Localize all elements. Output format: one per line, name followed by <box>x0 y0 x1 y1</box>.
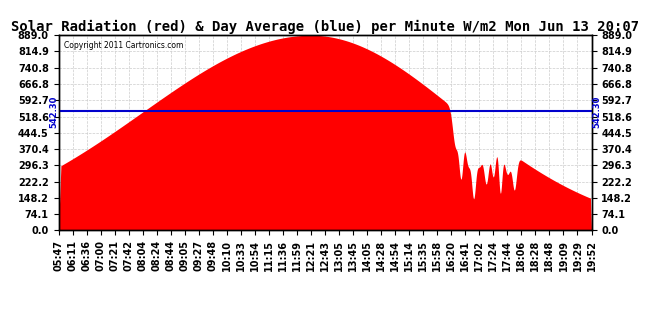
Title: Solar Radiation (red) & Day Average (blue) per Minute W/m2 Mon Jun 13 20:07: Solar Radiation (red) & Day Average (blu… <box>11 20 639 34</box>
Text: Copyright 2011 Cartronics.com: Copyright 2011 Cartronics.com <box>64 41 183 50</box>
Text: 542.30: 542.30 <box>592 95 601 127</box>
Text: 542.30: 542.30 <box>49 95 58 127</box>
